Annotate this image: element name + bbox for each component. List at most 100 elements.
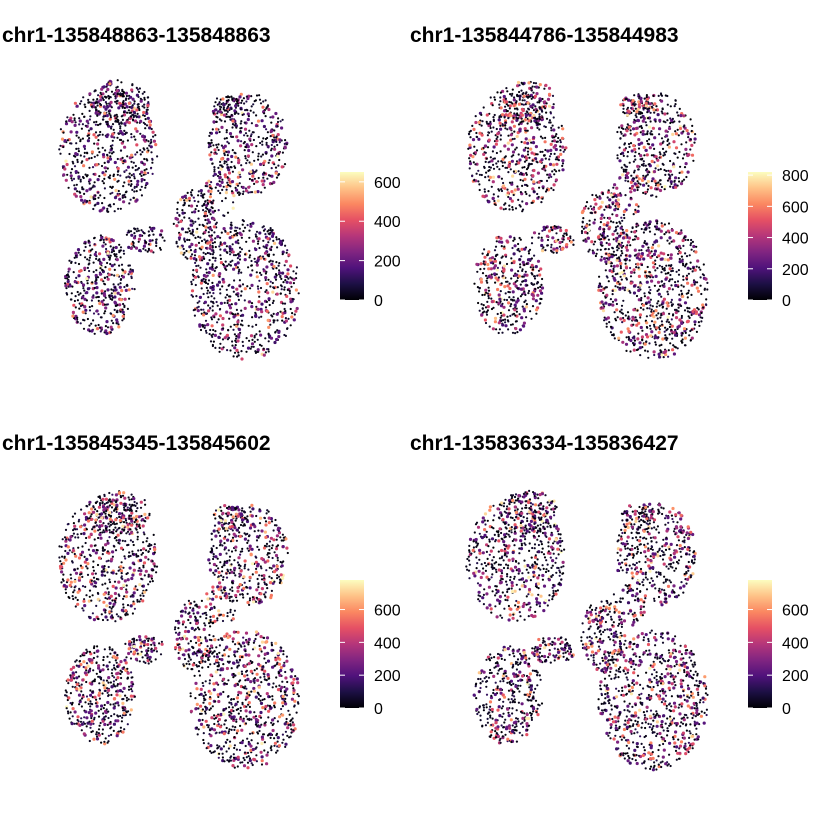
scatter-point <box>681 341 684 344</box>
scatter-point <box>593 218 597 221</box>
scatter-point <box>482 304 485 307</box>
scatter-point <box>657 181 660 184</box>
scatter-point <box>284 317 287 320</box>
scatter-point <box>647 246 650 249</box>
scatter-point <box>506 315 509 318</box>
scatter-point <box>73 256 76 259</box>
scatter-point <box>201 194 204 197</box>
scatter-point <box>133 185 136 188</box>
scatter-point <box>84 105 87 109</box>
scatter-point <box>515 310 519 313</box>
scatter-point <box>64 284 68 288</box>
scatter-point <box>262 100 265 103</box>
scatter-point <box>246 117 250 122</box>
scatter-point <box>599 221 603 224</box>
scatter-point <box>182 253 185 256</box>
scatter-point <box>67 267 71 271</box>
scatter-point <box>481 252 484 255</box>
scatter-point <box>203 300 207 304</box>
scatter-point <box>521 99 524 102</box>
scatter-point <box>119 125 122 128</box>
scatter-point <box>106 288 110 292</box>
scatter-point <box>646 248 650 252</box>
scatter-point <box>655 105 658 108</box>
scatter-point <box>105 120 108 123</box>
scatter-point <box>103 303 107 306</box>
scatter-point <box>652 350 656 354</box>
scatter-point <box>680 284 683 287</box>
scatter-point <box>130 233 134 237</box>
scatter-point <box>616 225 619 228</box>
scatter-point <box>274 331 277 334</box>
scatter-point <box>76 320 79 324</box>
scatter-point <box>198 300 201 303</box>
scatter-point <box>121 105 124 108</box>
scatter-point <box>106 261 109 265</box>
scatter-point <box>76 190 79 193</box>
scatter-point <box>94 251 97 254</box>
scatter-point <box>657 300 660 303</box>
scatter-point <box>147 120 151 124</box>
scatter-point <box>61 165 64 168</box>
scatter-point <box>83 151 86 154</box>
scatter-point <box>611 203 614 206</box>
scatter-point <box>278 262 281 265</box>
scatter-point <box>706 288 709 291</box>
scatter-point <box>680 229 683 232</box>
scatter-point <box>175 224 179 228</box>
scatter-point <box>268 159 271 162</box>
scatter-point <box>128 116 132 121</box>
scatter-point <box>110 125 113 128</box>
scatter-point <box>194 283 197 287</box>
scatter-point <box>645 340 648 343</box>
scatter-point <box>116 166 120 171</box>
scatter-point <box>213 172 217 176</box>
scatter-point <box>133 288 136 291</box>
scatter-point <box>676 111 679 114</box>
scatter-point <box>259 333 263 337</box>
scatter-point <box>645 97 650 101</box>
scatter-point <box>531 159 534 162</box>
scatter-point <box>662 350 666 355</box>
scatter-point <box>132 106 136 110</box>
scatter-point <box>664 272 667 275</box>
scatter-point <box>65 162 69 167</box>
scatter-point <box>84 173 87 176</box>
scatter-point <box>112 283 115 286</box>
scatter-point <box>265 282 269 286</box>
scatter-point <box>265 309 269 313</box>
scatter-point <box>236 191 239 194</box>
scatter-point <box>538 118 542 121</box>
scatter-point <box>295 272 298 275</box>
scatter-point <box>292 270 295 273</box>
scatter-point <box>625 248 629 252</box>
scatter-point <box>258 316 261 319</box>
scatter-point <box>237 171 241 175</box>
scatter-point <box>549 152 553 155</box>
scatter-point <box>639 96 643 100</box>
scatter-point <box>254 314 258 318</box>
scatter-point <box>276 246 279 249</box>
scatter-point <box>187 196 192 200</box>
scatter-point <box>63 139 67 143</box>
scatter-point <box>697 308 700 311</box>
scatter-point <box>106 156 110 160</box>
scatter-point <box>660 257 664 261</box>
scatter-point <box>594 202 598 206</box>
scatter-point <box>112 173 115 176</box>
scatter-point <box>94 135 98 139</box>
scatter-point <box>638 346 642 350</box>
scatter-point <box>130 105 134 109</box>
scatter-point <box>662 140 665 143</box>
scatter-point <box>687 289 690 292</box>
scatter-point <box>660 320 664 323</box>
scatter-point <box>654 341 657 344</box>
scatter-point <box>212 199 215 202</box>
scatter-point <box>494 245 498 248</box>
scatter-point <box>81 295 85 299</box>
scatter-point <box>204 319 208 322</box>
scatter-point <box>223 144 227 148</box>
scatter-point <box>674 281 677 284</box>
scatter-point <box>92 173 95 176</box>
